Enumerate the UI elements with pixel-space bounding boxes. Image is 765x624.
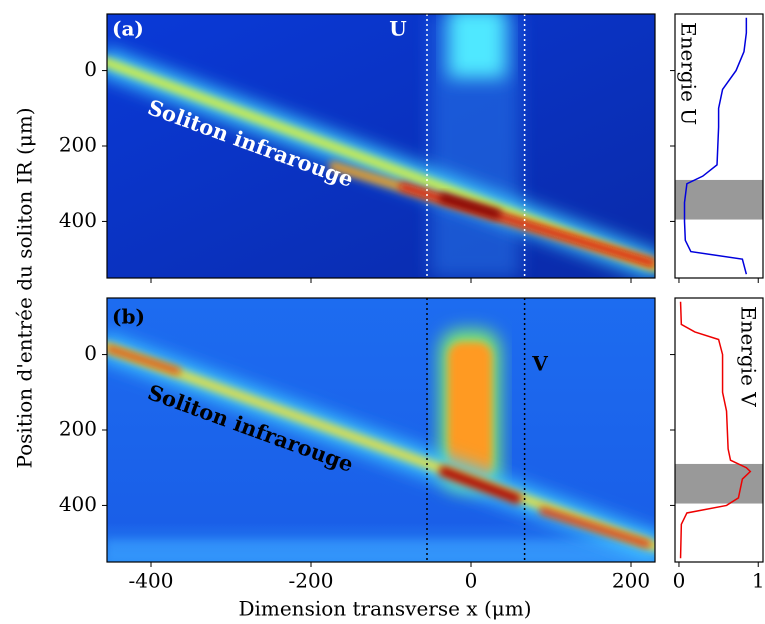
x-tick-label: -400 xyxy=(129,569,174,593)
series-label: Energie V xyxy=(737,306,761,407)
heatmap-a xyxy=(107,14,655,278)
shaded-range xyxy=(675,463,763,504)
shaded-range xyxy=(675,179,763,220)
x-tick-label: 200 xyxy=(612,569,650,593)
x-tick-label: 1 xyxy=(752,569,765,593)
plot-frame xyxy=(106,297,656,563)
heatmap-b xyxy=(107,298,655,562)
x-tick-label: -200 xyxy=(289,569,334,593)
panel-label: (a) xyxy=(112,17,144,41)
y-axis-label: Position d'entrée du soliton IR (μm) xyxy=(13,107,37,468)
panel-label: (b) xyxy=(112,305,145,329)
annotation: V xyxy=(531,352,548,376)
annotation: U xyxy=(389,17,406,41)
y-tick-label: 0 xyxy=(84,57,97,81)
y-tick-label: 400 xyxy=(59,492,97,516)
y-tick-label: 0 xyxy=(84,341,97,365)
y-tick-label: 200 xyxy=(59,133,97,157)
plot-frame xyxy=(674,13,764,279)
plot-frame xyxy=(674,297,764,563)
y-tick-label: 400 xyxy=(59,208,97,232)
plot-frame xyxy=(106,13,656,279)
y-tick-label: 200 xyxy=(59,417,97,441)
series-label: Energie U xyxy=(677,22,701,125)
x-tick-label: 0 xyxy=(673,569,686,593)
x-tick-label: 0 xyxy=(465,569,478,593)
x-axis-label: Dimension transverse x (μm) xyxy=(238,597,531,621)
energy-line xyxy=(679,301,752,559)
energy-line xyxy=(683,17,748,275)
